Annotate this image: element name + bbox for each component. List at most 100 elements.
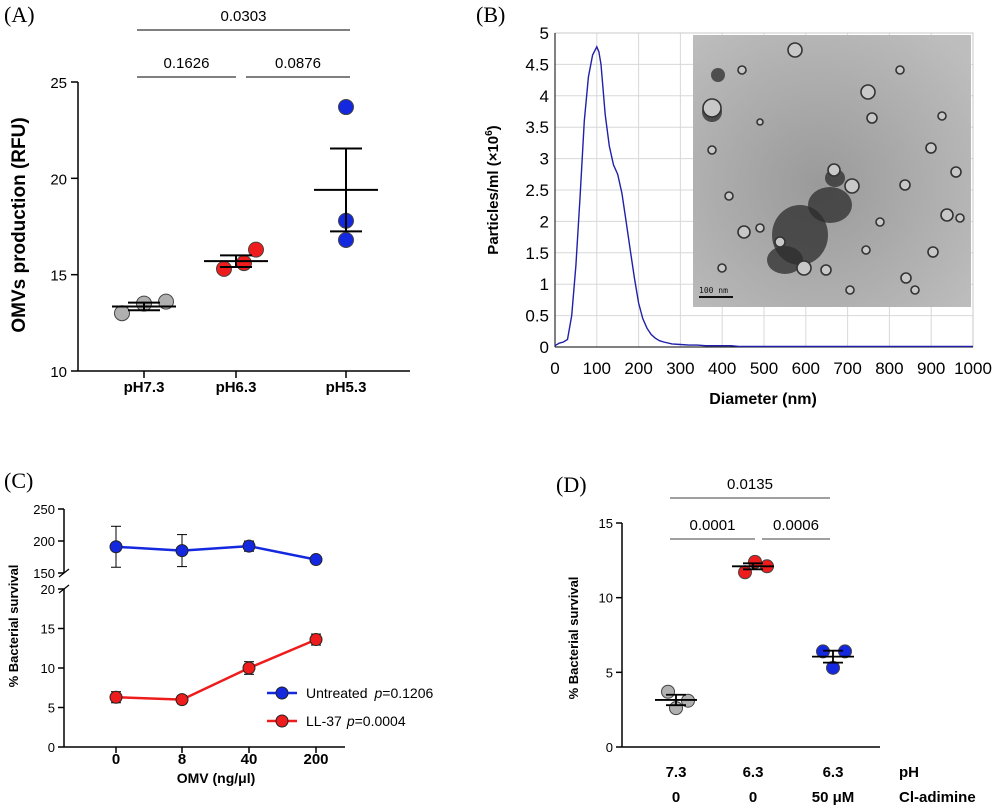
panel-c-y-tick-label: 20 [41,582,55,597]
panel-a-y-tick-label: 15 [50,268,67,285]
panel-d-row2-label: Cl-adimine [899,789,976,806]
panel-b-tem-vesicle [737,65,747,75]
panel-c-x-tick-label: 200 [303,751,328,768]
panel-b-tem-micrograph: 100 nm [693,35,971,307]
panel-a-data-point [216,260,232,277]
panel-b-tem-vesicle [875,217,885,227]
panel-c-legend-p-value: =0.0004 [355,713,406,729]
panel-c-y-tick-label: 0 [48,740,55,755]
panel-d-p-value: 0.0135 [727,476,773,493]
panel-b-tem-vesicle [774,236,786,248]
panel-b-tem-vesicle [844,178,860,194]
panel-b-tem-vesicle [820,264,832,276]
panel-c-data-point [309,553,323,567]
panel-c-data-point [242,661,256,675]
panel-b-y-tick-label: 1 [540,275,549,294]
panel-c-y-tick-label: 5 [48,701,55,716]
panel-a-y-tick-label: 20 [50,171,67,188]
panel-d-y-tick-label: 0 [606,740,613,755]
panel-b-tem-vesicle [955,213,965,223]
panel-b-tem-vesicle [899,179,911,191]
panel-d-cl-adimine-value: 0 [749,789,757,806]
panel-b-x-tick-label: 300 [666,359,694,378]
panel-b-tem-vesicle [950,166,962,178]
panel-c-x-tick-label: 40 [241,751,258,768]
panel-a-p-value: 0.1626 [164,55,210,72]
panel-b-particle-size: Particles/ml (×106) Diameter (nm) 0 100 20… [484,24,992,408]
panel-a-p-value: 0.0303 [221,8,267,25]
panel-d-ph-value: 7.3 [666,764,687,781]
panel-a-p-value: 0.0876 [275,55,321,72]
panel-b-x-tick-label: 700 [833,359,861,378]
panel-c-y-tick-label: 150 [33,566,55,581]
panel-b-tem-vesicle [937,111,947,121]
panel-b-inset-scale-label: 100 nm [699,286,728,295]
panel-a-category-label: pH5.3 [326,379,367,396]
panel-b-tem-vesicle [900,272,912,284]
panel-b-y-tick-label: 0.5 [525,307,549,326]
panel-d-y-tick-label: 10 [599,591,613,606]
panel-b-tem-vesicle [866,112,878,124]
panel-c-y-tick-label: 10 [41,661,55,676]
panel-label-d: (D) [556,472,587,497]
panel-a-data-point [236,255,252,272]
panel-b-tem-vesicle [717,263,727,273]
panel-b-tem-vesicle [861,245,871,255]
panel-c-x-tick-label: 8 [178,751,186,768]
panel-b-y-tick-label: 2.5 [525,181,549,200]
panel-b-y-tick-label: 0 [540,338,549,357]
panel-b-tem-vesicle [796,260,812,276]
panel-b-tem-vesicle [756,118,764,126]
panel-d-cl-adimine-value: 50 μM [812,789,855,806]
panel-c-legend-marker [275,686,289,700]
panel-b-tem-vesicle [702,98,722,118]
panel-a-y-axis-title: OMVs production (RFU) [9,117,30,332]
panel-d-data-point [661,684,675,699]
panel-a-data-point [248,241,264,258]
panel-b-y-tick-label: 4 [540,87,549,106]
panel-b-tem-vesicle [940,208,954,222]
panel-b-tem-vesicle [845,285,855,295]
panel-b-x-axis-title: Diameter (nm) [709,391,817,408]
panel-d-bacterial-survival: % Bacterial survival pH Cl-adimine 0 5 10 1… [566,476,976,806]
panel-b-tem-vesicle [827,163,841,177]
panel-a-omv-production: OMVs production (RFU) 10 15 20 25 pH7.3 pH6.3… [9,8,410,396]
panel-c-data-point [109,540,123,554]
panel-d-y-tick-label: 15 [599,516,613,531]
panel-a-category-label: pH7.3 [124,379,165,396]
panel-d-ph-value: 6.3 [823,764,844,781]
panel-c-legend-entry: LL-37 p=0.0004 [306,713,406,729]
panel-c-bacterial-survival: % Bacterial survival OMV (ng/μl) 0 5 10 15 2… [6,502,433,786]
panel-d-y-axis-title: % Bacterial survival [566,577,581,700]
panel-c-legend-name: LL-37 [306,713,342,729]
panel-c-data-point [109,690,123,704]
panel-c-legend-p-label: p [373,685,382,701]
panel-b-tem-vesicle [755,223,765,233]
panel-a-y-tick-label: 25 [50,75,67,92]
panel-b-x-tick-label: 0 [550,359,559,378]
panel-a-data-point [338,231,354,248]
panel-label-c: (C) [4,468,33,493]
panel-b-y-tick-label: 2 [540,212,549,231]
panel-b-tem-vesicle [925,142,937,154]
panel-c-series-line-1 [115,638,317,701]
panel-b-tem-vesicle [910,285,920,295]
panel-b-size-distribution-line [554,45,973,348]
panel-b-y-axis-title: Particles/ml (×106) [484,125,502,254]
panel-d-data-point [738,565,752,580]
panel-b-y-tick-label: 3.5 [525,118,549,137]
panel-c-y-axis-title: % Bacterial survival [6,565,21,688]
panel-b-tem-aggregate [767,246,803,274]
panel-b-x-tick-label: 100 [583,359,611,378]
panel-d-row1-label: pH [899,764,919,781]
panel-b-y-title-main: Particles/ml (×10 [485,136,502,255]
panel-b-x-tick-label: 200 [624,359,652,378]
panel-c-data-point [242,539,256,553]
panel-label-a: (A) [4,2,35,27]
panel-b-y-title-exponent: 6 [484,130,495,136]
panel-d-ph-value: 6.3 [743,764,764,781]
panel-c-data-point [175,544,189,558]
panel-c-legend-name: Untreated [306,685,367,701]
panel-b-tem-vesicle [737,225,751,239]
panel-b-tem-vesicle [707,145,717,155]
